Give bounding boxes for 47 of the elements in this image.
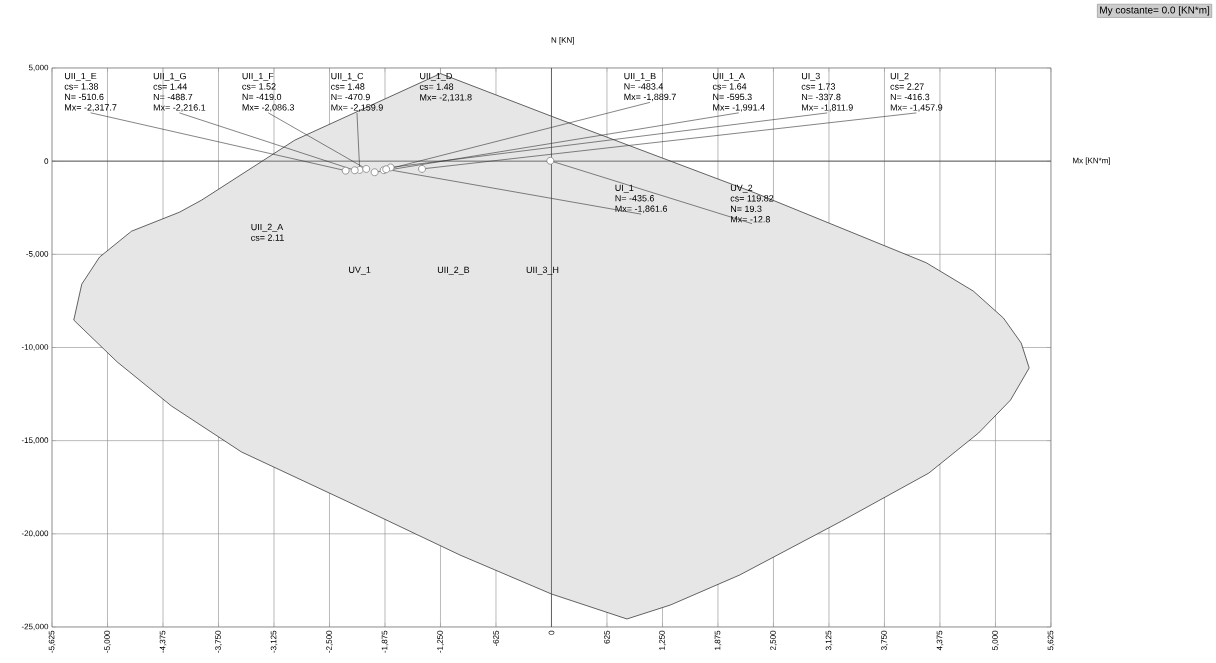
annotation: UV_1 bbox=[349, 266, 371, 275]
annotation: Mx= -2,086.3 bbox=[242, 104, 295, 112]
annotation: UII_1_A bbox=[713, 72, 745, 81]
annotation: UI_2 bbox=[890, 72, 909, 81]
annotation: UII_2_A bbox=[251, 223, 284, 232]
annotation: cs= 1.38 bbox=[64, 83, 99, 90]
annotation: cs= 2.11 bbox=[251, 234, 284, 241]
annotation: N= 19.3 bbox=[731, 205, 762, 212]
annotation: cs= 1.73 bbox=[801, 83, 836, 90]
annotation: N= -337.8 bbox=[802, 93, 841, 101]
annotation: UII_1_B bbox=[624, 72, 656, 81]
annotation: cs= 2.27 bbox=[890, 83, 924, 90]
annotation: N= -483.4 bbox=[624, 83, 664, 90]
annotation: N= -595.3 bbox=[713, 93, 752, 101]
annotation: UII_1_C bbox=[331, 72, 364, 81]
annotation: UII_1_G bbox=[153, 72, 186, 81]
annotation: N= -416.3 bbox=[890, 93, 930, 101]
annotation: Mx= -1,861.6 bbox=[615, 205, 668, 213]
annotation: cs= 1.44 bbox=[153, 83, 187, 90]
annotation: Mx= -1,889.7 bbox=[624, 93, 676, 102]
annotation: UII_1_D bbox=[420, 72, 452, 81]
annotation: Mx= -2,159.9 bbox=[331, 104, 383, 112]
annotation: Mx= -2,131.8 bbox=[420, 94, 472, 102]
annotation: UII_1_E bbox=[65, 72, 97, 81]
annotation: cs= 1.48 bbox=[419, 83, 454, 90]
annotation: N= -419.0 bbox=[242, 93, 282, 101]
annotation: UI_1 bbox=[615, 184, 634, 193]
annotation: Mx= -12.8 bbox=[731, 216, 770, 223]
annotation: Mx= -1,811.9 bbox=[802, 104, 853, 112]
annotation: UI_3 bbox=[801, 72, 820, 81]
annotation: Mx= -2,317.7 bbox=[65, 104, 117, 112]
annotation: cs= 119.82 bbox=[730, 195, 774, 202]
annotation: N= -435.6 bbox=[615, 195, 655, 202]
annotation: cs= 1.52 bbox=[242, 83, 276, 90]
annotation: Mx= -1,457.9 bbox=[890, 104, 943, 112]
annotation: N= -510.6 bbox=[65, 93, 104, 101]
annotation: UII_2_B bbox=[437, 266, 470, 275]
annotation: UV_2 bbox=[730, 184, 753, 193]
text: My costante= 0.0 [KN*m] bbox=[1100, 6, 1210, 16]
annotation: Mx= -2,216.1 bbox=[153, 104, 206, 112]
annotation: N= -488.7 bbox=[153, 93, 193, 101]
annotation: N= -470.9 bbox=[331, 93, 370, 101]
annotation: UII_3_H bbox=[526, 266, 559, 275]
annotation: cs= 1.48 bbox=[331, 83, 365, 90]
annotation: cs= 1.64 bbox=[712, 83, 747, 90]
annotation: UII_1_F bbox=[242, 72, 274, 81]
annotation: Mx= -1,991.4 bbox=[713, 104, 765, 112]
